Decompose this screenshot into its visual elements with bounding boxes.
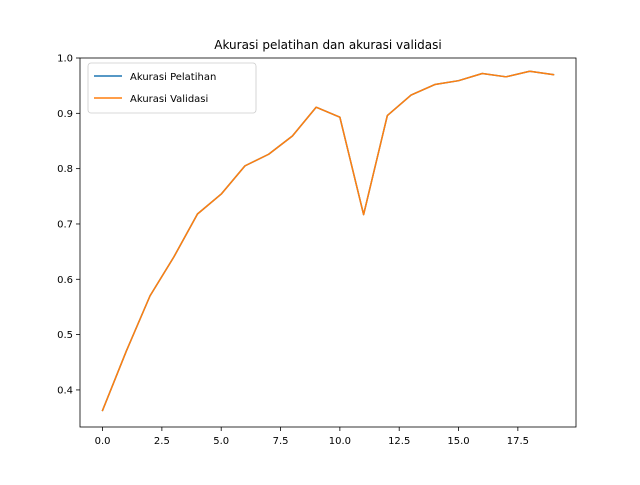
y-tick-label: 0.6 [57,275,73,286]
legend-box [87,62,257,114]
legend: Akurasi Pelatihan Akurasi Validasi [87,62,257,114]
legend-label-1: Akurasi Pelatihan [130,72,216,83]
x-tick-label: 12.5 [388,436,410,447]
x-tick-label: 10.0 [329,436,351,447]
x-tick-label: 2.5 [154,436,170,447]
chart-title: Akurasi pelatihan dan akurasi validasi [214,38,441,52]
plot-area [79,57,577,428]
plot-frame [79,57,577,428]
x-tick-label: 5.0 [213,436,229,447]
y-tick-label: 0.9 [57,109,73,120]
legend-label-2: Akurasi Validasi [130,94,208,105]
x-tick-label: 15.0 [447,436,469,447]
y-tick-label: 1.0 [57,54,73,65]
y-tick-label: 0.8 [57,164,73,175]
y-axis: 0.4 0.5 0.6 0.7 0.8 0.9 1.0 [57,54,80,396]
series-line-2 [101,70,555,412]
y-tick-label: 0.5 [57,330,73,341]
x-tick-label: 7.5 [273,436,289,447]
x-tick-label: 0.0 [95,436,111,447]
x-axis: 0.0 2.5 5.0 7.5 10.0 12.5 15.0 17.5 [95,427,529,447]
y-tick-label: 0.4 [57,385,73,396]
y-tick-label: 0.7 [57,219,73,230]
x-tick-label: 17.5 [507,436,529,447]
series-layer [101,70,555,412]
